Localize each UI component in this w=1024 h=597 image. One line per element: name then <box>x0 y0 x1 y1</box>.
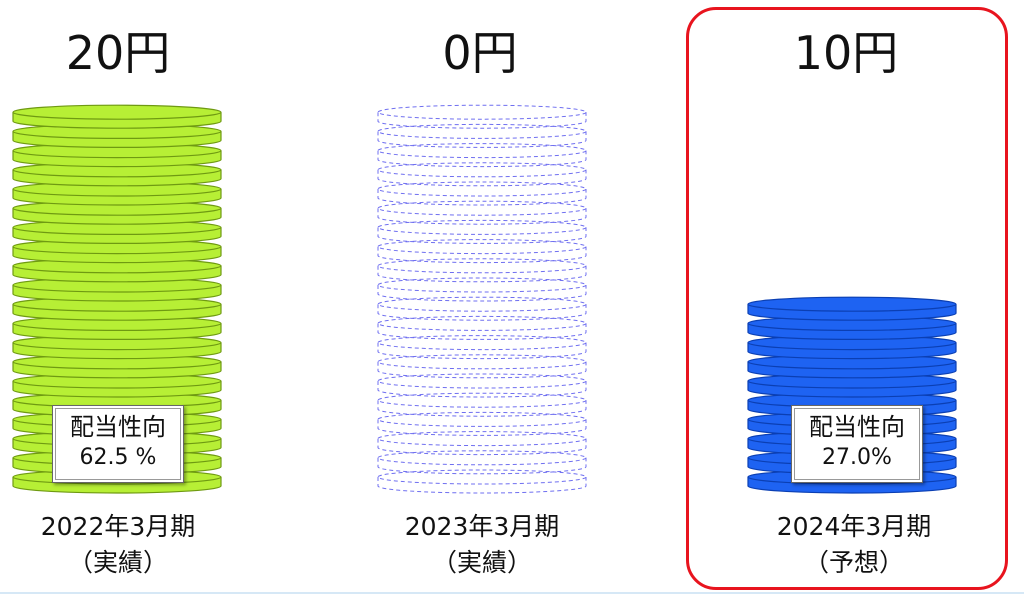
coin <box>12 181 222 206</box>
coin <box>377 373 587 398</box>
category-label-2022: 2022年3月期 <box>40 512 196 541</box>
coin <box>377 315 587 340</box>
category-note-2024: （予想） <box>803 548 904 577</box>
value-label-2022: 20円 <box>65 26 171 80</box>
coin <box>12 143 222 168</box>
coin <box>377 354 587 379</box>
category-note-2023: （実績） <box>431 548 532 577</box>
category-label-2024: 2024年3月期 <box>776 512 932 541</box>
coin <box>747 335 957 360</box>
coin <box>377 239 587 264</box>
coin <box>12 200 222 225</box>
forecast-highlight-frame <box>686 7 1008 590</box>
coin-stack-2023 <box>377 104 587 494</box>
coin <box>747 296 957 321</box>
coin <box>12 373 222 398</box>
coin <box>377 450 587 475</box>
coin <box>12 123 222 148</box>
coin <box>377 123 587 148</box>
value-label-2023: 0円 <box>442 26 518 80</box>
payout-ratio-label: 配当性向 <box>70 413 166 441</box>
coin <box>12 277 222 302</box>
category-label-2023: 2023年3月期 <box>404 512 560 541</box>
coin <box>377 181 587 206</box>
payout-ratio-label: 配当性向 <box>809 413 905 441</box>
coin <box>377 200 587 225</box>
coin <box>377 143 587 168</box>
value-label-2024: 10円 <box>793 26 899 80</box>
coin <box>377 296 587 321</box>
payout-ratio-box-2022: 配当性向 62.5 % <box>52 405 184 483</box>
coin <box>12 239 222 264</box>
payout-ratio-box-2024: 配当性向 27.0% <box>791 405 923 483</box>
coin <box>377 104 587 129</box>
coin <box>12 219 222 244</box>
bottom-rule <box>0 592 1024 594</box>
coin <box>377 258 587 283</box>
coin <box>377 431 587 456</box>
coin <box>377 162 587 187</box>
category-note-2022: （実績） <box>67 548 168 577</box>
coin <box>12 104 222 129</box>
coin <box>747 373 957 398</box>
coin <box>377 335 587 360</box>
coin <box>377 219 587 244</box>
coin <box>377 469 587 494</box>
coin <box>377 411 587 436</box>
coin <box>747 354 957 379</box>
payout-ratio-value: 62.5 % <box>79 445 157 470</box>
coin <box>377 277 587 302</box>
coin <box>12 162 222 187</box>
coin <box>12 296 222 321</box>
coin <box>12 354 222 379</box>
coin <box>747 315 957 340</box>
payout-ratio-value: 27.0% <box>822 445 892 470</box>
coin <box>12 258 222 283</box>
coin <box>377 392 587 417</box>
